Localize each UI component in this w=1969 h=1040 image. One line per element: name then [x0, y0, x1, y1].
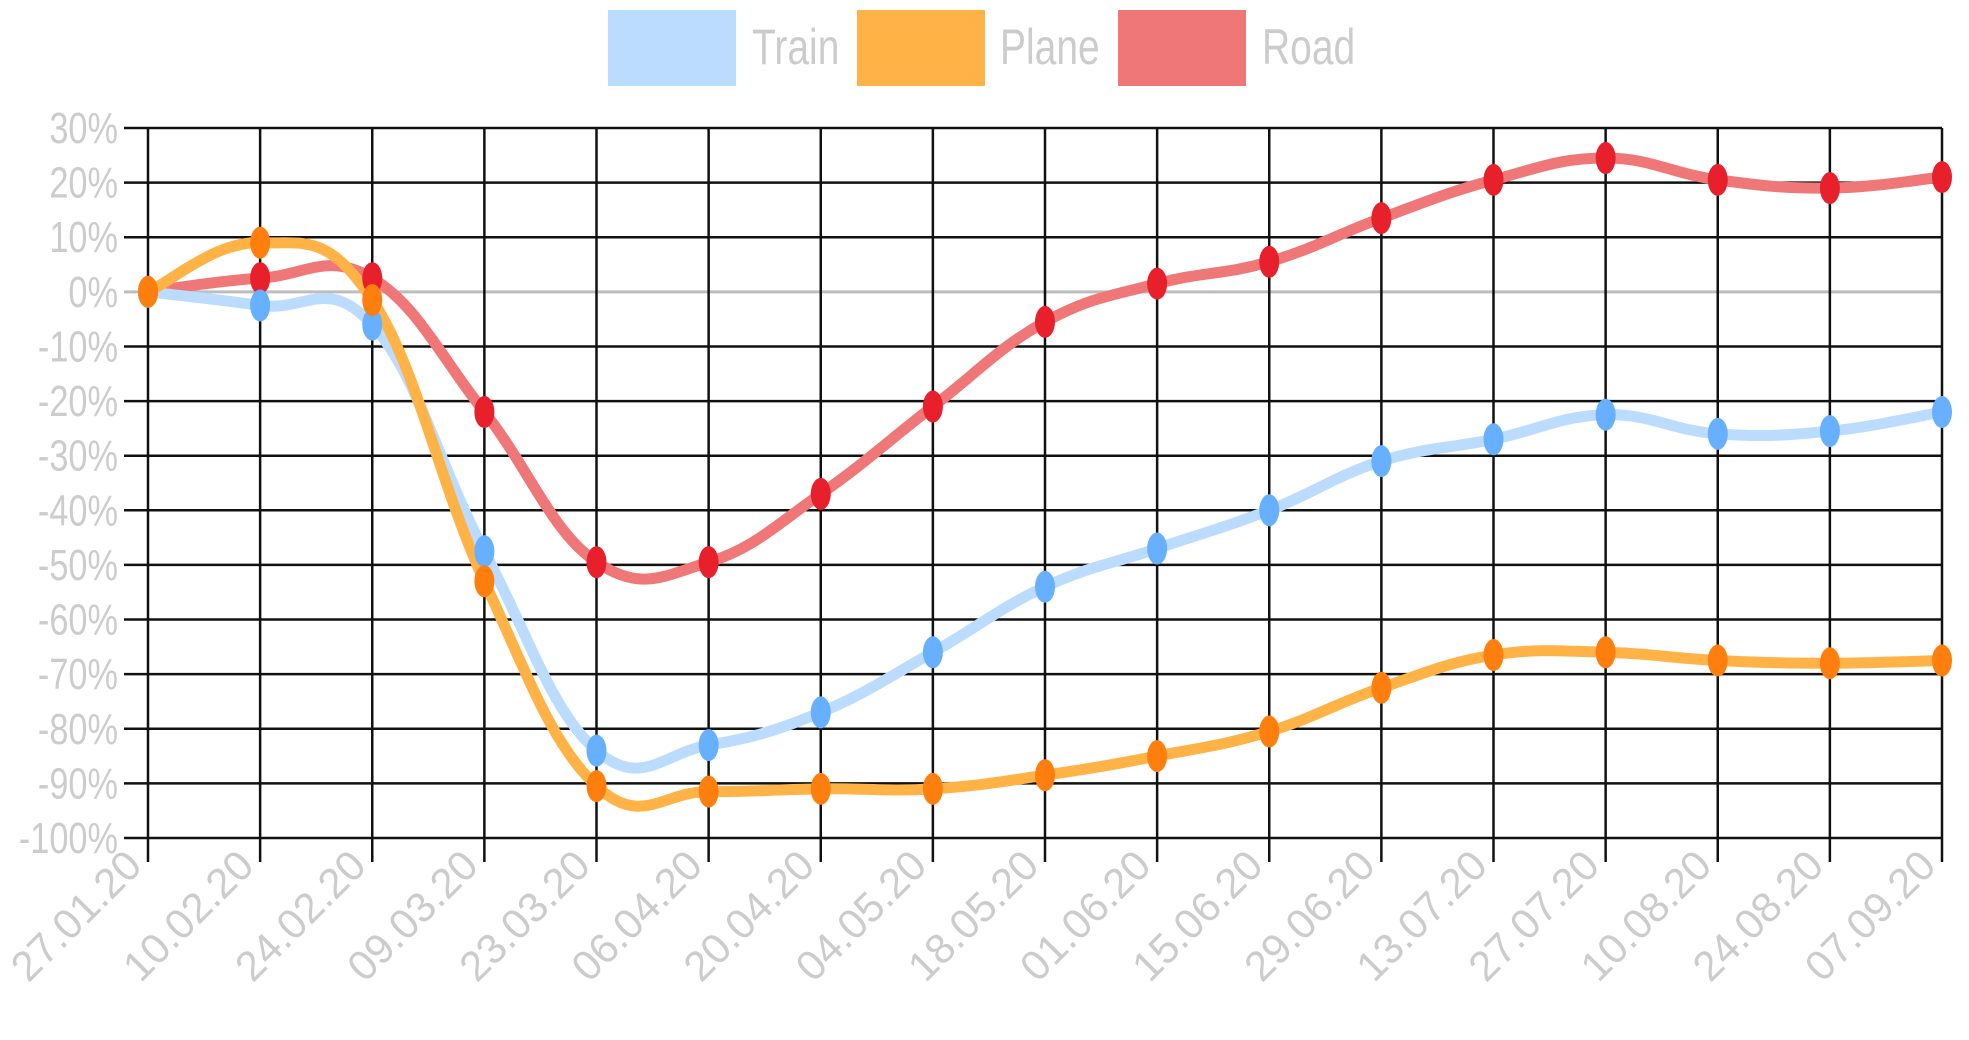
- data-point-train: [362, 308, 383, 341]
- data-point-train: [1819, 415, 1840, 448]
- data-point-plane: [922, 772, 943, 805]
- data-point-road: [1932, 161, 1952, 194]
- data-point-road: [250, 262, 271, 295]
- chart-grid: [124, 126, 1944, 862]
- y-tick-label: -10%: [38, 322, 118, 371]
- data-point-road: [698, 546, 719, 579]
- data-point-plane: [1595, 636, 1616, 669]
- data-point-train: [922, 636, 943, 669]
- legend-label-road: Road: [1262, 18, 1355, 75]
- data-point-road: [1147, 267, 1168, 300]
- data-point-train: [1595, 398, 1616, 431]
- data-point-plane: [1035, 759, 1055, 792]
- data-point-road: [1819, 172, 1840, 205]
- data-point-plane: [138, 275, 158, 308]
- y-tick-label: -100%: [19, 814, 118, 863]
- data-point-train: [474, 535, 495, 568]
- data-point-train: [586, 734, 607, 767]
- y-tick-label: 10%: [49, 213, 118, 262]
- legend-swatch-plane: [857, 10, 985, 86]
- data-point-road: [1259, 245, 1280, 278]
- data-point-road: [1707, 163, 1728, 196]
- legend-label-plane: Plane: [1000, 18, 1100, 75]
- data-point-plane: [1259, 715, 1280, 748]
- data-point-train: [1035, 570, 1055, 603]
- data-point-road: [810, 477, 831, 510]
- legend-swatch-train: [608, 10, 736, 86]
- data-point-train: [250, 289, 271, 322]
- data-point-road: [922, 390, 943, 423]
- chart-legend: Train Plane Road: [608, 10, 1355, 86]
- y-tick-label: -60%: [38, 596, 118, 645]
- y-tick-label: -40%: [38, 486, 118, 535]
- data-point-train: [1483, 423, 1504, 456]
- y-tick-label: -30%: [38, 432, 118, 481]
- x-axis-ticks: 27.01.2010.02.2024.02.2009.03.2023.03.20…: [2, 841, 1945, 990]
- y-tick-label: 0%: [68, 268, 118, 317]
- series-points: [138, 142, 1952, 808]
- data-point-plane: [250, 226, 271, 259]
- data-point-train: [810, 696, 831, 729]
- y-tick-label: 30%: [49, 104, 118, 153]
- data-point-road: [1595, 142, 1616, 175]
- data-point-road: [1483, 163, 1504, 196]
- data-point-road: [474, 396, 495, 428]
- data-point-plane: [1483, 639, 1504, 672]
- data-point-train: [1707, 417, 1728, 450]
- data-point-road: [1035, 305, 1055, 338]
- data-point-train: [1932, 396, 1952, 428]
- y-tick-label: 20%: [49, 159, 118, 208]
- data-point-plane: [474, 565, 495, 598]
- data-point-plane: [1707, 644, 1728, 677]
- data-point-plane: [810, 772, 831, 805]
- legend-label-train: Train: [752, 18, 839, 75]
- data-point-road: [1371, 202, 1392, 235]
- y-tick-label: -50%: [38, 541, 118, 590]
- data-point-plane: [1819, 647, 1840, 680]
- data-point-train: [1259, 494, 1280, 527]
- legend-swatch-road: [1118, 10, 1246, 86]
- y-axis-ticks: 30% 20% 10% 0% -10% -20% -30% -40% -50% -60% -70% -…: [19, 104, 118, 863]
- data-point-plane: [1932, 644, 1952, 677]
- y-tick-label: -70%: [38, 650, 118, 699]
- data-point-plane: [362, 284, 383, 317]
- data-point-plane: [698, 775, 719, 808]
- data-point-train: [1147, 532, 1168, 565]
- data-point-road: [586, 546, 607, 579]
- data-point-plane: [1147, 740, 1168, 773]
- y-tick-label: -90%: [38, 759, 118, 808]
- data-point-train: [1371, 445, 1392, 478]
- data-point-plane: [586, 770, 607, 803]
- y-tick-label: -20%: [38, 377, 118, 426]
- series-line-road: [142, 152, 1948, 585]
- y-tick-label: -80%: [38, 705, 118, 754]
- data-point-train: [698, 729, 719, 762]
- data-point-plane: [1371, 671, 1392, 704]
